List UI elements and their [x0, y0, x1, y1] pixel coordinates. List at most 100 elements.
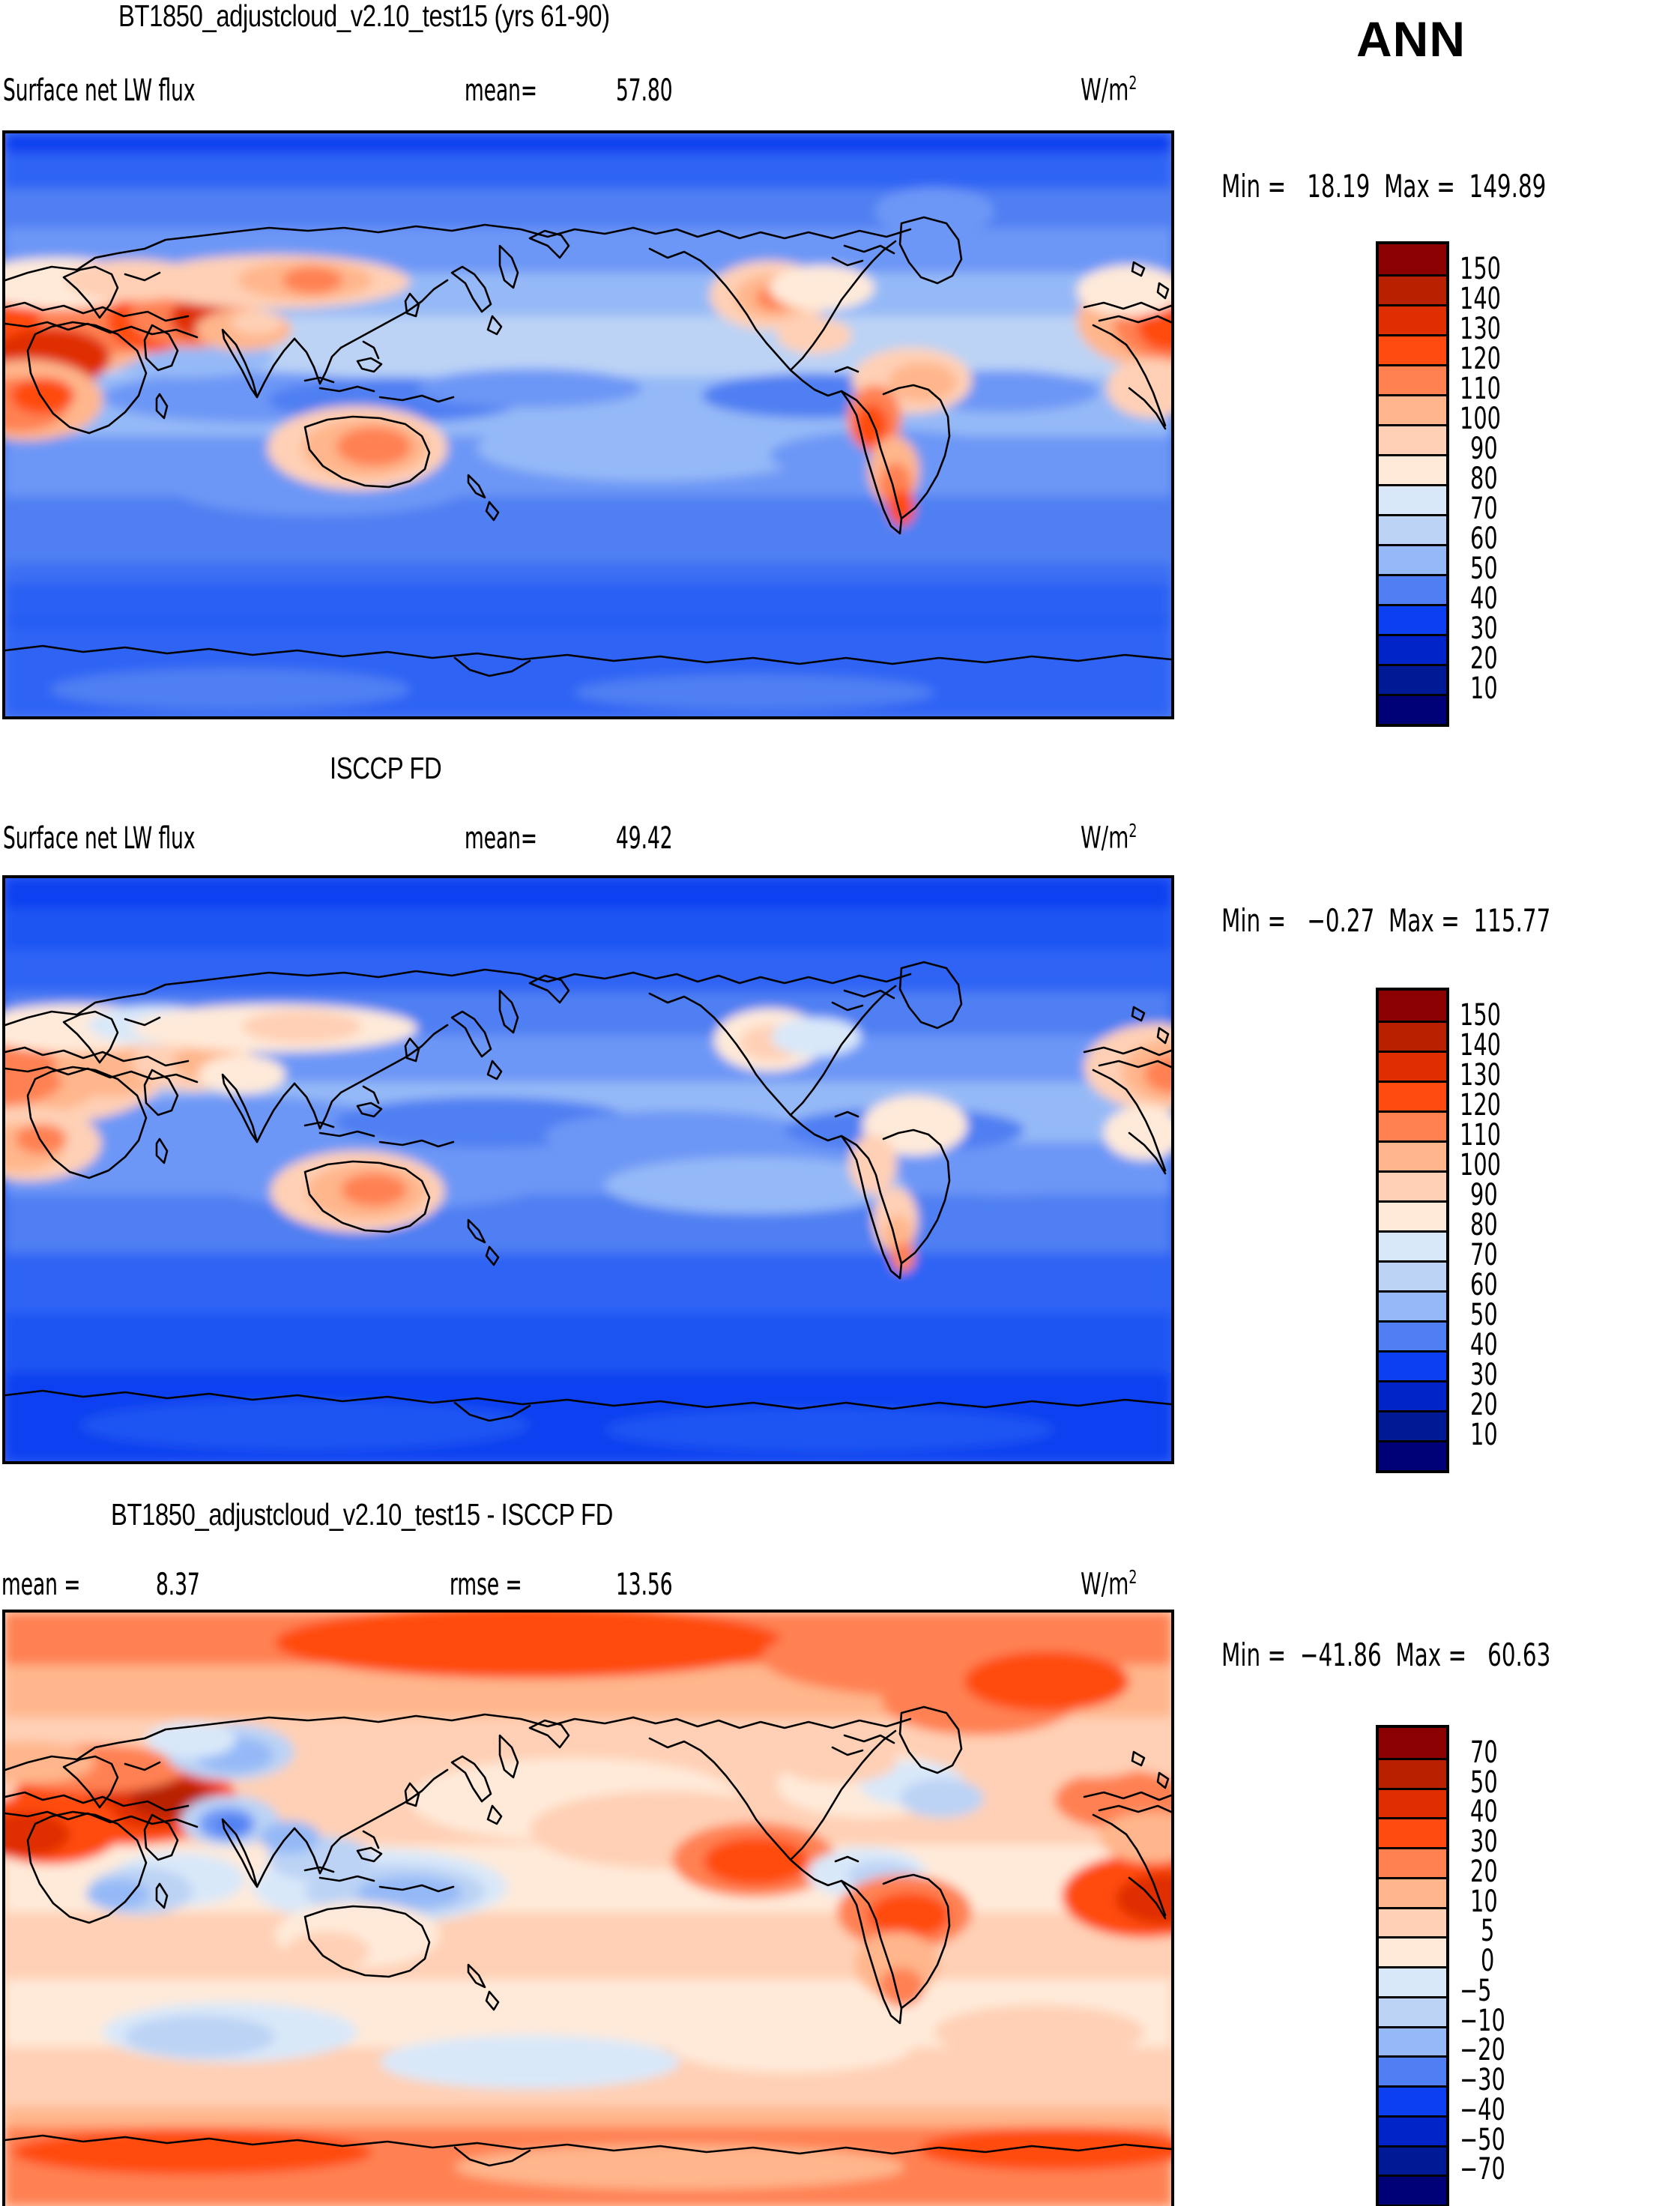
- colorbar-tick-label: 130: [1460, 1058, 1501, 1093]
- panel-1-units-exponent: 2: [1128, 72, 1137, 94]
- map-svg-model: [5, 133, 1171, 716]
- colorbar-tick-label: 60: [1470, 1268, 1498, 1302]
- colorbar-segment: [1379, 2085, 1446, 2115]
- colorbar-segment: [1379, 1410, 1446, 1440]
- colorbar-segment: [1379, 484, 1446, 514]
- colorbar-segment: [1379, 1847, 1446, 1877]
- panel-2-max-value: 115.77: [1473, 902, 1551, 939]
- map-panel-model[interactable]: [2, 130, 1174, 719]
- colorbar-segment: [1379, 244, 1446, 274]
- colorbar-segment: [1379, 394, 1446, 424]
- panel-1-min-value: 18.19: [1307, 168, 1371, 205]
- panel-2-mean-label: mean=: [465, 821, 537, 856]
- panel-3-rmse-label: rmse =: [450, 1568, 522, 1602]
- colorbar-tick-label: 120: [1460, 1088, 1501, 1122]
- colorbar-1-labels: 150 140 130 120 110 100 90 80 70 60 50 40 30 20 10: [1460, 241, 1595, 721]
- colorbar-segment: [1379, 1728, 1446, 1758]
- panel-3-minmax: Min = −41.86 Max = 60.63: [1221, 1637, 1550, 1673]
- panel-1-mean-label: mean=: [465, 73, 537, 108]
- panel-1-units: W/m2: [1081, 72, 1137, 107]
- colorbar-tick-label: −20: [1460, 2033, 1505, 2068]
- colorbar-segment: [1379, 2055, 1446, 2085]
- panel-3-units-text: W/m: [1081, 1567, 1129, 1602]
- colorbar-tick-label: 140: [1460, 282, 1501, 316]
- colorbar-tick-label: 90: [1470, 432, 1498, 466]
- colorbar-segment: [1379, 1140, 1446, 1170]
- colorbar-segment: [1379, 1876, 1446, 1907]
- colorbar-tick-label: 60: [1470, 522, 1498, 556]
- colorbar-tick-label: −5: [1460, 1973, 1492, 2008]
- colorbar-segment: [1379, 991, 1446, 1021]
- colorbar-segment: [1379, 334, 1446, 364]
- colorbar-tick-label: 140: [1460, 1028, 1501, 1063]
- colorbar-tick-label: 30: [1470, 611, 1498, 646]
- panel-3-mean-value: 8.37: [156, 1568, 200, 1602]
- colorbar-tick-label: 20: [1470, 1388, 1498, 1422]
- colorbar-tick-label: 50: [1470, 1298, 1498, 1332]
- colorbar-panel-1: [1376, 241, 1449, 727]
- panel-3-rmse-value: 13.56: [616, 1568, 673, 1602]
- colorbar-segment: [1379, 1757, 1446, 1788]
- colorbar-tick-label: 50: [1470, 1765, 1498, 1800]
- panel-2-units-text: W/m: [1081, 821, 1129, 856]
- panel-2-min-value: −0.27: [1307, 902, 1375, 939]
- colorbar-tick-label: 110: [1460, 1118, 1501, 1152]
- colorbar-segment: [1379, 604, 1446, 634]
- colorbar-segment: [1379, 1051, 1446, 1081]
- colorbar-tick-label: 150: [1460, 998, 1501, 1033]
- map-panel-difference[interactable]: [2, 1610, 1174, 2206]
- season-label-ann: ANN: [1356, 11, 1466, 67]
- colorbar-tick-label: 100: [1460, 1148, 1501, 1182]
- colorbar-tick-label: 110: [1460, 372, 1501, 406]
- panel-3-mean-label: mean =: [1, 1568, 81, 1602]
- colorbar-segment: [1379, 634, 1446, 664]
- panel-3-title: BT1850_adjustcloud_v2.10_test15 - ISCCP …: [111, 1497, 613, 1532]
- colorbar-segment: [1379, 1440, 1446, 1470]
- colorbar-tick-label: 120: [1460, 342, 1501, 376]
- colorbar-tick-label: 20: [1470, 1854, 1498, 1889]
- panel-1-units-text: W/m: [1081, 73, 1129, 108]
- colorbar-segment: [1379, 664, 1446, 694]
- colorbar-segment: [1379, 2145, 1446, 2175]
- panel-1-mean-value: 57.80: [616, 73, 673, 108]
- colorbar-segment: [1379, 1320, 1446, 1350]
- colorbar-segment: [1379, 574, 1446, 604]
- panel-2-min-label: Min =: [1221, 902, 1287, 939]
- colorbar-segment: [1379, 1350, 1446, 1380]
- panel-1-title: BT1850_adjustcloud_v2.10_test15 (yrs 61-…: [118, 0, 610, 33]
- colorbar-tick-label: 40: [1470, 1795, 1498, 1830]
- panel-2-title: ISCCP FD: [330, 751, 442, 785]
- colorbar-tick-label: 70: [1470, 1735, 1498, 1770]
- colorbar-segment: [1379, 1110, 1446, 1140]
- colorbar-tick-label: −70: [1460, 2152, 1505, 2187]
- panel-3-max-label: Max =: [1395, 1637, 1467, 1673]
- colorbar-tick-label: −10: [1460, 2003, 1505, 2038]
- colorbar-segment: [1379, 2115, 1446, 2145]
- colorbar-panel-3: [1376, 1725, 1449, 2206]
- colorbar-tick-label: 50: [1470, 552, 1498, 586]
- colorbar-segment: [1379, 364, 1446, 394]
- colorbar-segment: [1379, 274, 1446, 304]
- map-svg-observation: [5, 878, 1171, 1461]
- panel-1-max-value: 149.89: [1469, 168, 1547, 205]
- map-panel-observation[interactable]: [2, 875, 1174, 1464]
- colorbar-tick-label: 40: [1470, 581, 1498, 616]
- colorbar-tick-label: −30: [1460, 2063, 1505, 2097]
- colorbar-tick-label: 100: [1460, 402, 1501, 436]
- colorbar-tick-label: 70: [1470, 1238, 1498, 1272]
- colorbar-tick-label: 10: [1470, 671, 1498, 706]
- colorbar-segment: [1379, 1021, 1446, 1051]
- panel-3-min-value: −41.86: [1299, 1637, 1382, 1673]
- colorbar-segment: [1379, 1081, 1446, 1110]
- colorbar-tick-label: 70: [1470, 492, 1498, 526]
- panel-3-units-exponent: 2: [1128, 1566, 1137, 1588]
- colorbar-segment: [1379, 454, 1446, 484]
- colorbar-segment: [1379, 1936, 1446, 1966]
- colorbar-segment: [1379, 424, 1446, 454]
- colorbar-segment: [1379, 1170, 1446, 1200]
- panel-3-units: W/m2: [1081, 1566, 1137, 1601]
- colorbar-segment: [1379, 1200, 1446, 1230]
- colorbar-segment: [1379, 1380, 1446, 1410]
- map-svg-difference: [5, 1613, 1171, 2206]
